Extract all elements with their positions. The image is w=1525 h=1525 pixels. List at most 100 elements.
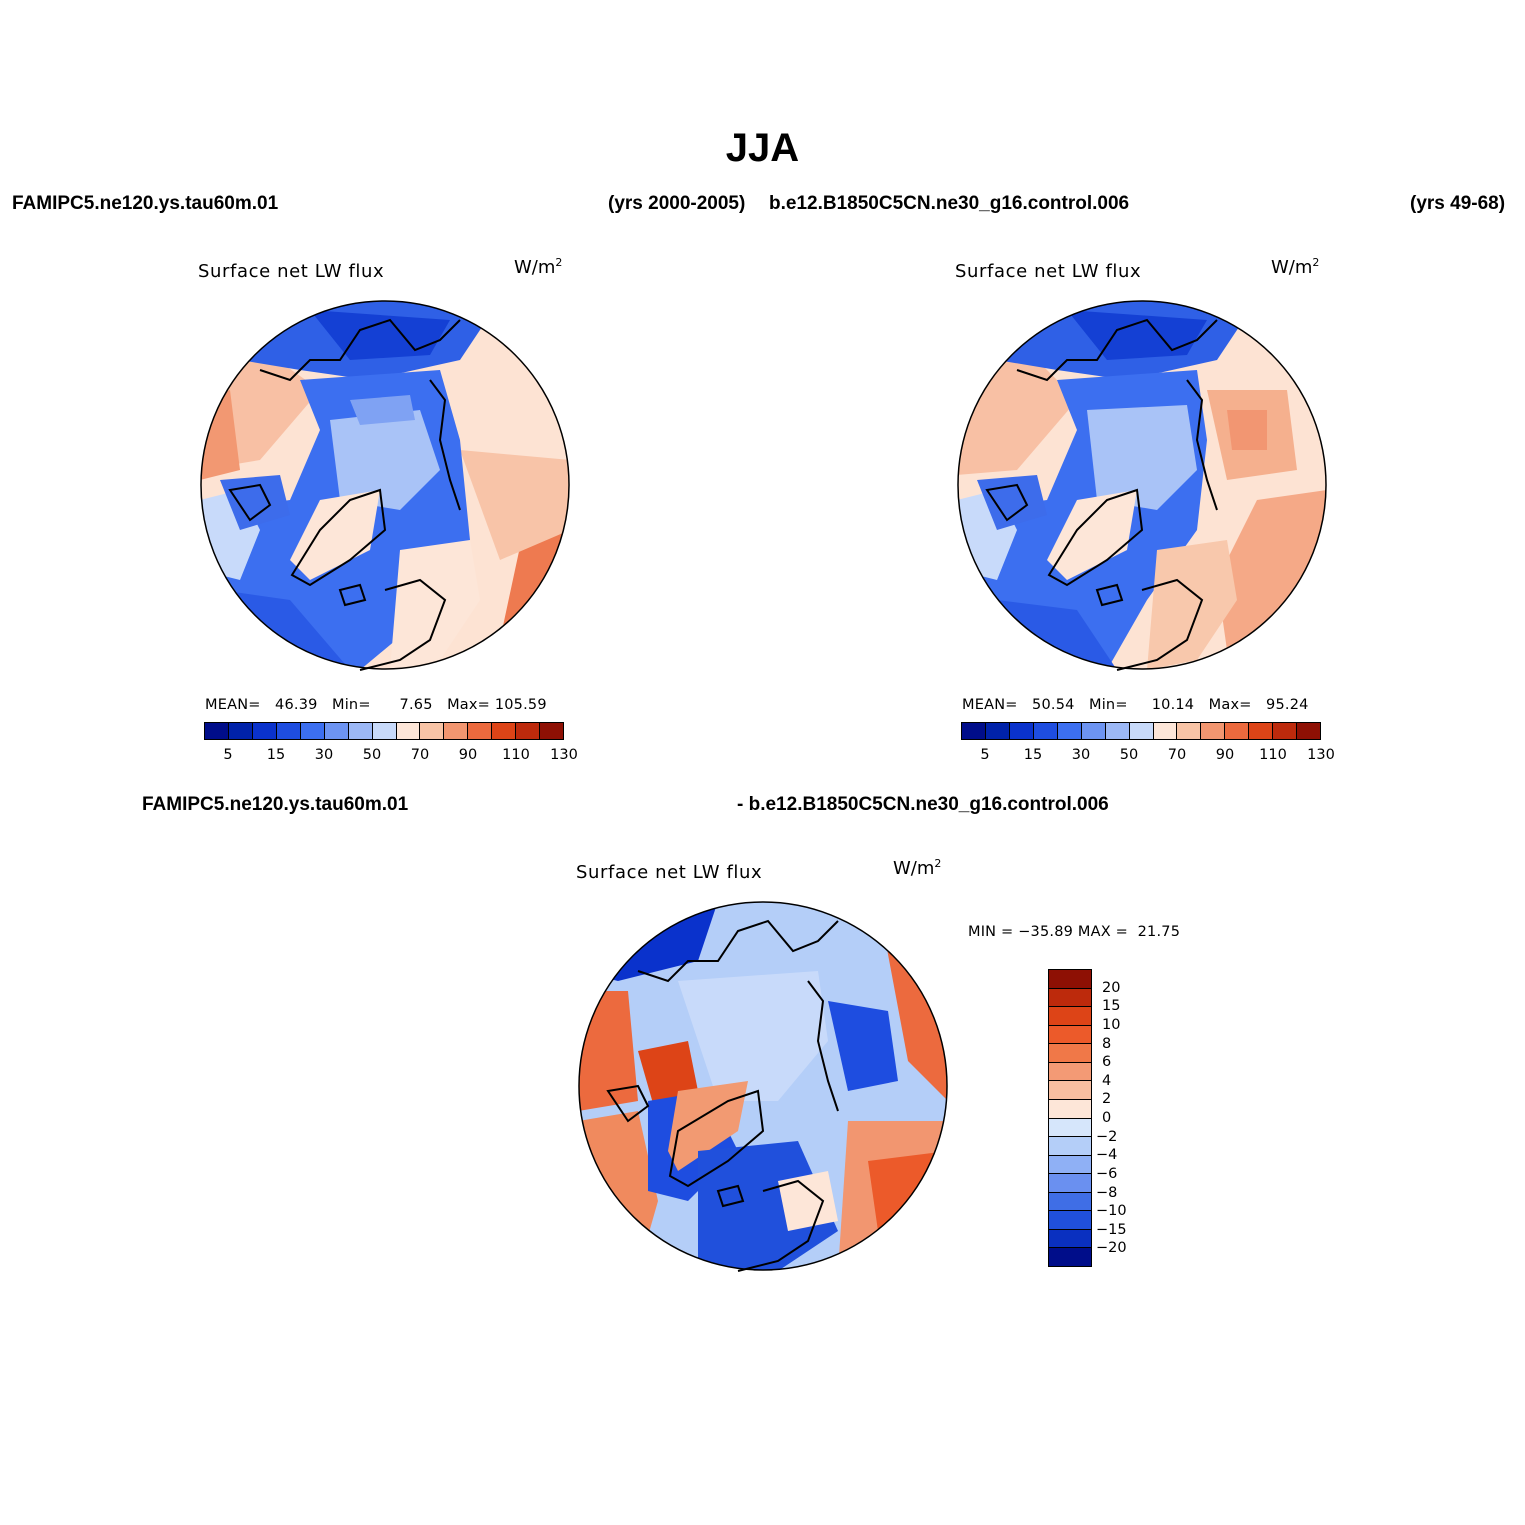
- colorbar-swatch: [1049, 1174, 1091, 1193]
- colorbar-tick-label: 4: [1102, 1072, 1112, 1089]
- left-case-name: FAMIPC5.ne120.ys.tau60m.01: [12, 193, 279, 214]
- panel1-stats: MEAN= 46.39 Min= 7.65 Max= 105.59: [205, 697, 547, 713]
- panel3-title: Surface net LW flux: [576, 862, 763, 883]
- colorbar-tick-label: 6: [1102, 1054, 1112, 1071]
- panel1-polar-map: [200, 300, 570, 671]
- colorbar-tick-label: −20: [1096, 1240, 1127, 1257]
- colorbar-tick-label: 15: [266, 747, 286, 763]
- colorbar-swatch: [492, 723, 517, 739]
- colorbar-swatch: [1049, 1007, 1091, 1026]
- colorbar-tick-label: 15: [1102, 998, 1121, 1015]
- colorbar-swatch: [276, 723, 301, 739]
- colorbar-tick-label: 2: [1102, 1091, 1112, 1108]
- colorbar-swatch: [1049, 988, 1091, 1008]
- colorbar-swatch: [1049, 1081, 1091, 1100]
- colorbar-swatch: [420, 723, 445, 739]
- colorbar-swatch: [1049, 1192, 1091, 1212]
- colorbar-tick-label: 90: [458, 747, 478, 763]
- colorbar-swatch: [1297, 723, 1321, 739]
- colorbar-swatch: [300, 723, 325, 739]
- colorbar-tick-label: −2: [1096, 1128, 1118, 1145]
- colorbar-tick-label: −10: [1096, 1203, 1127, 1220]
- panel1-title: Surface net LW flux: [198, 261, 385, 282]
- colorbar-swatch: [1049, 1025, 1091, 1045]
- colorbar-tick-label: 30: [314, 747, 334, 763]
- colorbar-swatch: [1049, 1137, 1091, 1156]
- left-case-years: (yrs 2000-2005): [608, 193, 746, 214]
- colorbar-swatch: [1049, 1155, 1091, 1175]
- colorbar-swatch: [1049, 1248, 1091, 1266]
- colorbar-swatch: [1049, 970, 1091, 989]
- colorbar-swatch: [1057, 723, 1082, 739]
- colorbar-swatch: [228, 723, 253, 739]
- colorbar-swatch: [324, 723, 349, 739]
- diff-case-right: - b.e12.B1850C5CN.ne30_g16.control.006: [737, 794, 1109, 815]
- colorbar-tick-label: −6: [1096, 1165, 1118, 1182]
- panel3-units: W/m2: [893, 857, 942, 879]
- colorbar-tick-label: 90: [1215, 747, 1235, 763]
- colorbar-swatch: [1129, 723, 1154, 739]
- panel1-colorbar: [204, 722, 564, 740]
- colorbar-swatch: [1225, 723, 1250, 739]
- colorbar-swatch: [1177, 723, 1202, 739]
- colorbar-swatch: [372, 723, 397, 739]
- colorbar-tick-label: 130: [1307, 747, 1335, 763]
- panel1-colorbar-ticks: 5 15 30 50 70 90 110 130: [204, 747, 577, 767]
- colorbar-swatch: [1049, 1062, 1091, 1082]
- colorbar-tick-label: 70: [1167, 747, 1187, 763]
- colorbar-tick-label: 50: [362, 747, 382, 763]
- colorbar-tick-label: −4: [1096, 1147, 1118, 1164]
- panel2-units: W/m2: [1271, 256, 1320, 278]
- colorbar-tick-label: 50: [1119, 747, 1139, 763]
- colorbar-swatch: [1153, 723, 1178, 739]
- colorbar-swatch: [1249, 723, 1274, 739]
- colorbar-swatch: [962, 723, 986, 739]
- colorbar-tick-label: 20: [1102, 979, 1121, 996]
- panel2-colorbar: [961, 722, 1321, 740]
- colorbar-swatch: [1105, 723, 1130, 739]
- colorbar-tick-label: 5: [980, 747, 990, 763]
- diff-case-left: FAMIPC5.ne120.ys.tau60m.01: [142, 794, 409, 815]
- colorbar-tick-label: −8: [1096, 1184, 1118, 1201]
- colorbar-swatch: [985, 723, 1010, 739]
- figure-title: JJA: [725, 126, 800, 170]
- panel3-colorbar: [1048, 969, 1092, 1267]
- colorbar-swatch: [1049, 1211, 1091, 1230]
- colorbar-swatch: [1009, 723, 1034, 739]
- colorbar-swatch: [1033, 723, 1058, 739]
- colorbar-swatch: [205, 723, 229, 739]
- right-case-name: b.e12.B1850C5CN.ne30_g16.control.006: [769, 193, 1130, 214]
- colorbar-tick-label: 70: [410, 747, 430, 763]
- colorbar-tick-label: 110: [502, 747, 530, 763]
- colorbar-swatch: [396, 723, 421, 739]
- colorbar-swatch: [540, 723, 564, 739]
- colorbar-tick-label: 130: [550, 747, 578, 763]
- colorbar-tick-label: 8: [1102, 1035, 1112, 1052]
- panel2-stats: MEAN= 50.54 Min= 10.14 Max= 95.24: [962, 697, 1309, 713]
- colorbar-tick-label: 110: [1259, 747, 1287, 763]
- colorbar-tick-label: 15: [1023, 747, 1043, 763]
- colorbar-swatch: [252, 723, 277, 739]
- panel3-polar-map: [578, 901, 948, 1272]
- panel3-colorbar-ticks: 20 15 10 8 6 4 2 0 −2 −4 −6 −8 −10 −15 −20: [1096, 969, 1142, 1267]
- colorbar-swatch: [1049, 1118, 1091, 1138]
- colorbar-swatch: [1201, 723, 1226, 739]
- colorbar-tick-label: 0: [1102, 1110, 1112, 1126]
- colorbar-swatch: [1049, 1044, 1091, 1063]
- colorbar-tick-label: 5: [223, 747, 233, 763]
- colorbar-tick-label: 30: [1071, 747, 1091, 763]
- colorbar-swatch: [1273, 723, 1298, 739]
- panel1-units: W/m2: [514, 256, 563, 278]
- colorbar-swatch: [1081, 723, 1106, 739]
- right-case-years: (yrs 49-68): [1410, 193, 1506, 214]
- colorbar-swatch: [1049, 1099, 1091, 1119]
- colorbar-tick-label: 10: [1102, 1016, 1121, 1033]
- colorbar-swatch: [468, 723, 493, 739]
- colorbar-swatch: [1049, 1229, 1091, 1249]
- panel2-colorbar-ticks: 5 15 30 50 70 90 110 130: [961, 747, 1334, 767]
- panel2-title: Surface net LW flux: [955, 261, 1142, 282]
- panel3-min-max: MIN = −35.89 MAX = 21.75: [968, 924, 1181, 940]
- colorbar-swatch: [348, 723, 373, 739]
- colorbar-swatch: [516, 723, 541, 739]
- colorbar-tick-label: −15: [1096, 1221, 1127, 1238]
